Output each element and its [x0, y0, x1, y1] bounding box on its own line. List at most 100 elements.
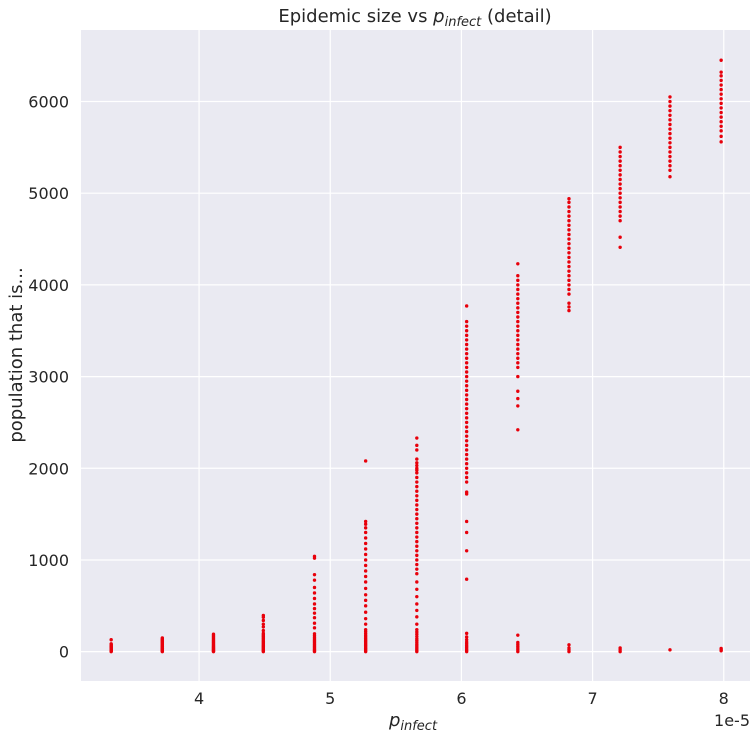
data-point [567, 228, 571, 232]
data-point [312, 572, 317, 577]
data-point [618, 235, 622, 239]
data-point [363, 526, 368, 530]
data-point [567, 241, 571, 246]
data-point [415, 471, 419, 475]
data-point [415, 466, 419, 470]
data-point [719, 101, 723, 106]
data-point [415, 567, 419, 571]
data-point [618, 145, 622, 150]
y-tick-label: 2000 [28, 459, 69, 478]
data-point [719, 646, 723, 651]
x-tick-label: 5 [325, 689, 335, 708]
data-point [464, 342, 469, 347]
data-point [516, 315, 520, 319]
data-point [567, 223, 571, 227]
data-point [464, 351, 469, 356]
data-point [719, 58, 723, 62]
data-point [668, 154, 672, 159]
data-point [464, 635, 469, 639]
data-point [464, 480, 469, 484]
data-point [464, 338, 469, 342]
data-point [363, 530, 368, 535]
data-point [415, 526, 419, 530]
data-point [415, 484, 419, 489]
data-point [464, 420, 469, 425]
data-point [464, 549, 469, 553]
data-point [668, 136, 672, 140]
x-tick-labels: 4 5 6 7 8 [194, 689, 729, 708]
data-point [719, 92, 723, 96]
data-point [363, 547, 368, 551]
data-point [312, 632, 317, 636]
data-point [464, 490, 469, 494]
data-point [567, 269, 571, 273]
data-point [567, 264, 571, 269]
data-point [312, 591, 317, 595]
data-point [415, 535, 419, 539]
data-point [719, 87, 723, 92]
data-point [516, 338, 520, 342]
data-point [464, 333, 469, 338]
data-point [415, 463, 419, 468]
data-point [516, 389, 520, 393]
data-point [160, 636, 165, 640]
data-point [464, 448, 469, 452]
data-point [719, 97, 723, 101]
data-point [516, 329, 520, 333]
data-point [567, 283, 571, 287]
data-point [618, 154, 622, 159]
plot-background [81, 30, 750, 681]
x-axis-label: pinfect [388, 710, 438, 734]
data-point [719, 119, 723, 124]
data-point [464, 304, 469, 308]
data-point [567, 219, 571, 223]
data-point [516, 324, 520, 328]
data-point [415, 608, 419, 613]
data-point [415, 587, 419, 592]
data-point [719, 110, 723, 115]
y-tick-label: 0 [59, 643, 69, 662]
data-point [464, 475, 469, 480]
data-point [719, 70, 723, 74]
data-point [464, 519, 469, 524]
data-point [464, 457, 469, 461]
data-point [415, 521, 419, 525]
data-point [618, 177, 622, 182]
data-point [618, 219, 622, 223]
data-point [567, 214, 571, 218]
data-point [464, 370, 469, 374]
data-point [668, 118, 672, 122]
data-point [516, 347, 520, 351]
data-point [415, 553, 419, 558]
data-point [567, 301, 571, 305]
data-point [567, 643, 571, 647]
data-point [618, 209, 622, 214]
data-point [516, 396, 520, 401]
data-point [363, 522, 368, 526]
y-tick-label: 1000 [28, 551, 69, 570]
data-point [363, 552, 368, 557]
data-point [464, 434, 469, 438]
data-point [668, 175, 672, 179]
data-point [415, 507, 419, 512]
data-point [668, 159, 672, 163]
data-point [668, 108, 672, 113]
data-point [312, 611, 317, 615]
data-point [516, 633, 520, 637]
data-point [668, 164, 672, 168]
data-point [516, 262, 520, 266]
data-point [211, 632, 216, 636]
data-point [464, 411, 469, 415]
data-point [312, 602, 317, 606]
data-point [464, 638, 469, 642]
data-point [415, 480, 419, 484]
data-point [363, 519, 368, 524]
y-axis-label: population that is... [6, 267, 27, 442]
data-point [312, 578, 317, 582]
data-point [567, 200, 571, 205]
data-point [567, 209, 571, 214]
data-point [363, 569, 368, 573]
data-point [312, 596, 317, 601]
data-point [363, 622, 368, 626]
